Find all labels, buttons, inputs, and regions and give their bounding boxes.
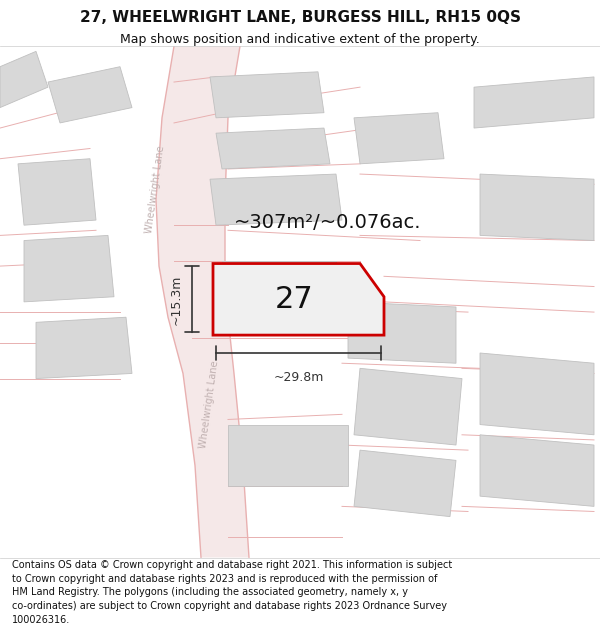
Polygon shape: [480, 174, 594, 241]
Polygon shape: [213, 264, 384, 335]
Text: ~307m²/~0.076ac.: ~307m²/~0.076ac.: [234, 213, 421, 232]
Polygon shape: [36, 318, 132, 379]
Polygon shape: [156, 46, 249, 558]
Polygon shape: [354, 368, 462, 445]
Polygon shape: [480, 353, 594, 435]
Polygon shape: [18, 159, 96, 225]
Polygon shape: [216, 128, 330, 169]
Polygon shape: [354, 450, 456, 517]
Text: 27, WHEELWRIGHT LANE, BURGESS HILL, RH15 0QS: 27, WHEELWRIGHT LANE, BURGESS HILL, RH15…: [79, 10, 521, 25]
Polygon shape: [354, 112, 444, 164]
Polygon shape: [348, 302, 456, 363]
Text: Wheelwright Lane: Wheelwright Lane: [197, 359, 220, 449]
Polygon shape: [48, 67, 132, 123]
Polygon shape: [0, 51, 48, 107]
Polygon shape: [222, 266, 324, 322]
Polygon shape: [210, 72, 324, 118]
Text: ~29.8m: ~29.8m: [274, 371, 323, 384]
Polygon shape: [222, 261, 336, 318]
Text: 27: 27: [275, 285, 313, 314]
Polygon shape: [228, 424, 348, 486]
Text: ~15.3m: ~15.3m: [170, 274, 183, 324]
Text: Contains OS data © Crown copyright and database right 2021. This information is : Contains OS data © Crown copyright and d…: [12, 560, 452, 624]
Text: Wheelwright Lane: Wheelwright Lane: [143, 145, 166, 234]
Polygon shape: [210, 174, 342, 225]
Text: Map shows position and indicative extent of the property.: Map shows position and indicative extent…: [120, 33, 480, 46]
Polygon shape: [474, 77, 594, 128]
Polygon shape: [24, 236, 114, 302]
Polygon shape: [480, 435, 594, 506]
